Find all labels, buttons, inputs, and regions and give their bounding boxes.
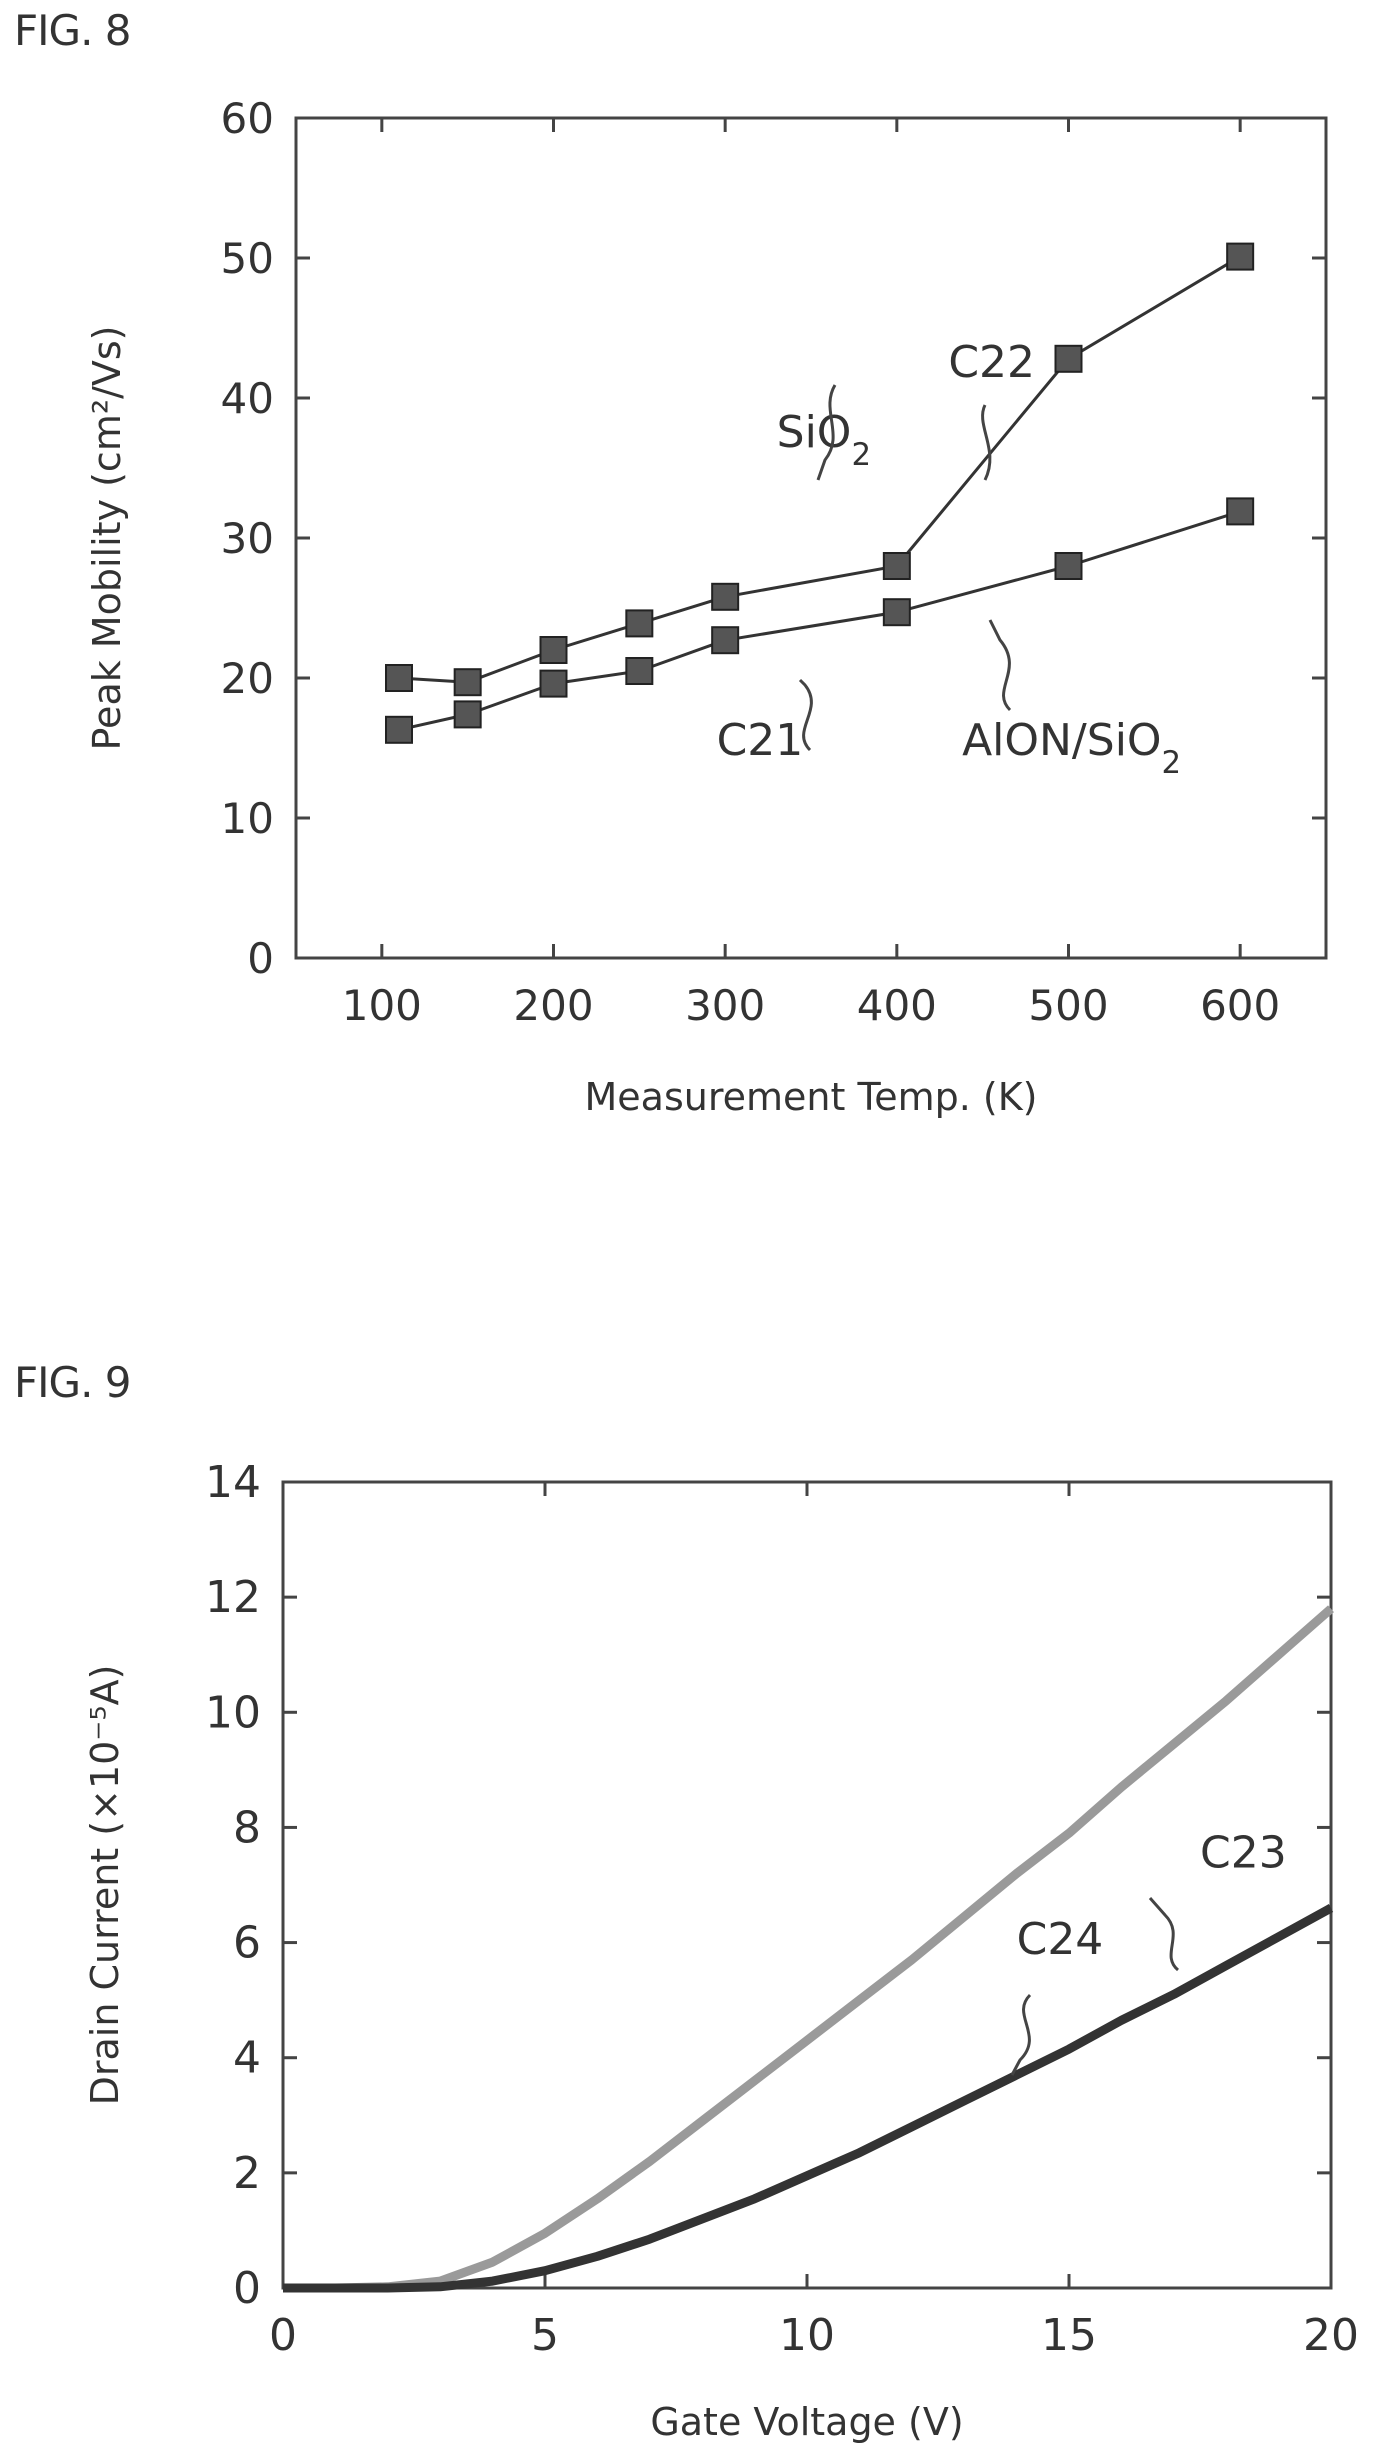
data-point	[1226, 497, 1255, 526]
y-tick-label: 14	[205, 1457, 261, 1508]
x-axis-label: Gate Voltage (V)	[650, 2400, 963, 2444]
figure-8-label: FIG. 8	[14, 6, 132, 55]
series-line-0	[283, 1605, 1334, 2293]
figure-8-chart: 0 10 20 30 40 50 60 100 200 300 400 500 600 Measureme…	[85, 94, 1328, 1119]
y-tick-label: 6	[233, 1918, 261, 1969]
leader-squiggle-alon	[988, 619, 1012, 712]
leader-squiggle-sio2	[816, 384, 837, 481]
series-line-1	[398, 509, 1241, 732]
leader-squiggle-c21	[798, 678, 813, 752]
x-axis-label: Measurement Temp. (K)	[585, 1075, 1038, 1119]
y-tick-label: 12	[205, 1572, 261, 1623]
y-tick-label: 2	[233, 2148, 261, 2199]
data-point	[539, 636, 568, 664]
plot-frame	[294, 116, 1328, 960]
data-point	[711, 626, 740, 655]
annotation-label: C22	[948, 337, 1035, 388]
y-tick-label: 0	[233, 2263, 261, 2314]
figure-9-label: FIG. 9	[14, 1358, 132, 1407]
y-tick-label: 8	[233, 1802, 261, 1853]
data-point	[625, 609, 654, 638]
x-tick-label: 0	[269, 2310, 297, 2361]
annotation-label: C23	[1200, 1828, 1287, 1879]
annotation-label: AlON/SiO2	[962, 715, 1181, 781]
leader-squiggle-c22	[981, 404, 992, 481]
data-point	[882, 552, 911, 580]
leader-squiggle-c23	[1148, 1897, 1180, 1972]
annotation-label: SiO2	[777, 407, 871, 473]
plot-frame	[281, 1480, 1333, 2290]
y-tick-label: 60	[221, 94, 274, 143]
x-tick-label: 15	[1041, 2310, 1097, 2361]
data-point	[711, 582, 740, 611]
x-tick-label: 200	[513, 981, 593, 1030]
x-tick-label: 20	[1303, 2310, 1359, 2361]
y-tick-label: 10	[221, 794, 274, 843]
y-axis-label: Peak Mobility (cm²/Vs)	[85, 326, 129, 751]
data-point	[385, 664, 413, 692]
data-point	[1054, 344, 1083, 373]
x-tick-label: 10	[779, 2310, 835, 2361]
annotation-label: C21	[717, 715, 804, 766]
data-point	[1054, 552, 1083, 580]
series-line-0	[398, 255, 1241, 684]
data-point	[453, 668, 482, 697]
x-tick-label: 600	[1200, 981, 1280, 1030]
data-point	[1226, 242, 1255, 271]
x-tick-label: 5	[531, 2310, 559, 2361]
y-tick-label: 10	[205, 1687, 261, 1738]
data-point	[453, 700, 482, 729]
y-tick-label: 30	[221, 514, 274, 563]
annotation-label: C24	[1017, 1914, 1104, 1965]
y-tick-label: 50	[221, 234, 274, 283]
data-point	[625, 657, 654, 685]
data-point	[539, 669, 568, 698]
x-tick-label: 500	[1028, 981, 1108, 1030]
x-tick-label: 300	[685, 981, 765, 1030]
data-point	[882, 598, 911, 627]
x-tick-label: 400	[857, 981, 937, 1030]
leader-squiggle-c24	[1010, 1993, 1032, 2076]
figure-9-chart: 0 2 4 6 8 10 12 14 0 5 10 15 20 Gate Voltage (V) Drain…	[83, 1457, 1359, 2444]
y-axis-label: Drain Current (×10⁻⁵A)	[83, 1665, 127, 2106]
y-tick-label: 40	[221, 374, 274, 423]
x-tick-label: 100	[342, 981, 422, 1030]
series-line-1	[283, 1904, 1334, 2293]
y-tick-label: 20	[221, 654, 274, 703]
data-point	[385, 715, 413, 744]
y-tick-label: 0	[247, 934, 274, 983]
y-tick-label: 4	[233, 2033, 261, 2084]
